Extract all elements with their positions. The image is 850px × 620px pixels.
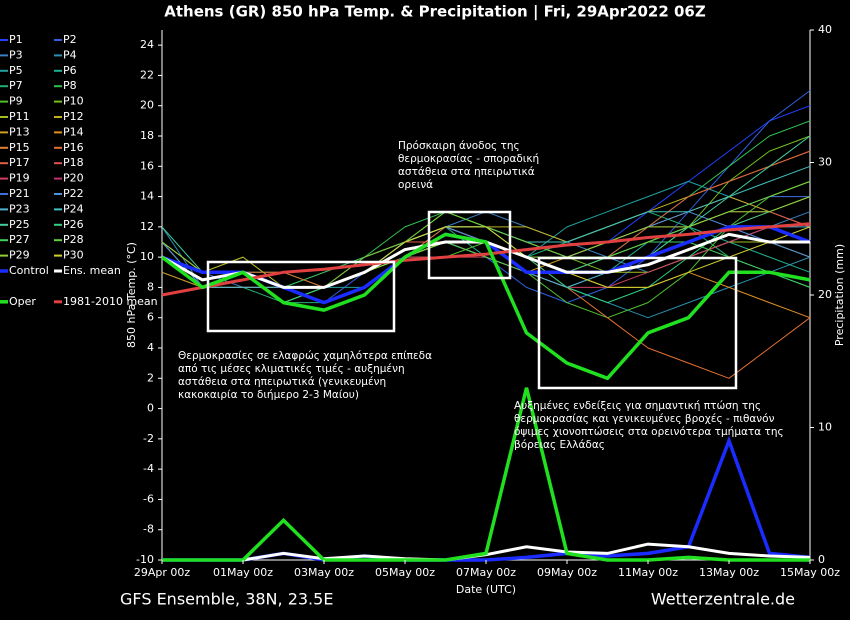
- y2-tick-label: 0: [818, 553, 825, 566]
- temp-line: [161, 105, 811, 288]
- x-tick-label: 29Apr 00z: [134, 566, 191, 579]
- annotation: Αυξημένες ενδείξεις για σημαντική πτώση …: [514, 400, 761, 412]
- legend-label: P1: [9, 33, 23, 46]
- x-tick-label: 15May 00z: [780, 566, 840, 579]
- y-tick-label: 16: [140, 159, 154, 172]
- temp-line: [160, 232, 811, 381]
- y2-tick-label: 40: [818, 23, 832, 36]
- x-tick-label: 09May 00z: [537, 566, 597, 579]
- annotation: θερμοκρασίας και γενικευμένες βροχές - π…: [514, 413, 775, 425]
- legend-label: P30: [63, 249, 84, 262]
- y-tick-label: 22: [140, 68, 154, 81]
- subtitle: GFS Ensemble, 38N, 23.5E: [120, 590, 333, 609]
- legend-label: P10: [63, 95, 84, 108]
- legend-label: P15: [9, 141, 30, 154]
- y-tick-label: -10: [136, 553, 154, 566]
- x-tick-label: 05May 00z: [375, 566, 435, 579]
- y-tick-label: 12: [140, 220, 154, 233]
- y-tick-label: 24: [140, 38, 154, 51]
- box: [537, 256, 738, 390]
- y-tick-label: -8: [143, 523, 154, 536]
- legend-label: P12: [63, 110, 84, 123]
- legend-label: P19: [9, 172, 30, 185]
- legend-label: P16: [63, 141, 84, 154]
- y-tick-label: 10: [140, 250, 154, 263]
- y2-axis-label: Precipitation (mm): [833, 244, 846, 346]
- legend-label: P14: [63, 125, 84, 138]
- annotation: κακοκαιρία το διήμερο 2-3 Μαίου): [178, 389, 359, 401]
- x-tick-label: 01May 00z: [213, 566, 273, 579]
- legend-label: P13: [9, 125, 30, 138]
- legend-label: P7: [9, 79, 23, 92]
- legend-label: P22: [63, 187, 84, 200]
- highlight-boxes: [206, 210, 738, 390]
- y-tick-label: 6: [147, 311, 154, 324]
- annotation: Θερμοκρασίες σε ελαφρώς χαμηλότερα επίπε…: [178, 350, 432, 362]
- y-tick-label: 20: [140, 99, 154, 112]
- annotation: θερμοκρασίας - σποραδική: [398, 153, 539, 165]
- legend-label: P20: [63, 172, 84, 185]
- annotation: ορεινά: [398, 179, 433, 191]
- annotation: αστάθεια στα ηπειρωτικά: [398, 166, 535, 178]
- legend-label: P2: [63, 33, 77, 46]
- x-tick-label: 07May 00z: [456, 566, 516, 579]
- annotation: Πρόσκαιρη άνοδος της: [398, 140, 520, 152]
- legend-label: P17: [9, 156, 30, 169]
- legend-label: P28: [63, 233, 84, 246]
- temp-line: [161, 241, 811, 288]
- y-tick-label: -2: [143, 432, 154, 445]
- legend-label: 1981-2010 mean: [63, 295, 158, 308]
- annotation: από τις μέσες κλιματικές τιμές - αυξημέν…: [178, 363, 405, 375]
- y2-tick-label: 30: [818, 156, 832, 169]
- temp-line: [161, 222, 811, 297]
- x-tick-label: 11May 00z: [618, 566, 678, 579]
- source: Wetterzentrale.de: [651, 590, 795, 609]
- y-tick-label: -4: [143, 462, 154, 475]
- box: [427, 210, 512, 280]
- legend-label: P3: [9, 48, 23, 61]
- y-tick-label: 0: [147, 402, 154, 415]
- x-tick-label: 03May 00z: [294, 566, 354, 579]
- x-tick-label: 13May 00z: [699, 566, 759, 579]
- annotation: αστάθεια στα ηπειρωτικά (γενικευμένη: [178, 376, 386, 388]
- legend-label: Oper: [9, 295, 36, 308]
- box: [206, 260, 396, 333]
- y-tick-label: 18: [140, 129, 154, 142]
- legend-label: P9: [9, 95, 23, 108]
- annotation: βόρειας Ελλάδας: [514, 439, 605, 451]
- legend-label: P5: [9, 64, 23, 77]
- legend-label: Ens. mean: [63, 264, 121, 277]
- legend-label: P4: [63, 48, 77, 61]
- y2-tick-label: 10: [818, 421, 832, 434]
- x-axis-label: Date (UTC): [456, 583, 516, 596]
- legend-label: P11: [9, 110, 30, 123]
- legend-label: P8: [63, 79, 77, 92]
- legend-label: P6: [63, 64, 77, 77]
- precip-line: [162, 387, 810, 562]
- legend-label: P26: [63, 218, 84, 231]
- annotation: όψιμες χιονοπτώσεις στα ορεινότερα τμήμα…: [514, 426, 784, 438]
- legend-label: P27: [9, 233, 30, 246]
- legend-label: P29: [9, 249, 30, 262]
- legend-label: P25: [9, 218, 30, 231]
- y-tick-label: 4: [147, 341, 154, 354]
- chart-title: Athens (GR) 850 hPa Temp. & Precipitatio…: [164, 3, 706, 22]
- legend-label: P21: [9, 187, 30, 200]
- temp-line: [161, 241, 811, 288]
- legend-label: P24: [63, 202, 84, 215]
- legend-label: P18: [63, 156, 84, 169]
- y-tick-label: 14: [140, 190, 154, 203]
- y2-tick-label: 20: [818, 288, 832, 301]
- y-tick-label: -6: [143, 492, 154, 505]
- legend-label: Control: [9, 264, 49, 277]
- y-tick-label: 8: [147, 280, 154, 293]
- temp-line: [161, 90, 811, 304]
- y-tick-label: 2: [147, 371, 154, 384]
- temp-line: [161, 180, 811, 319]
- y-axis-label: 850 hPa Temp. (°C): [125, 242, 138, 348]
- legend-label: P23: [9, 202, 30, 215]
